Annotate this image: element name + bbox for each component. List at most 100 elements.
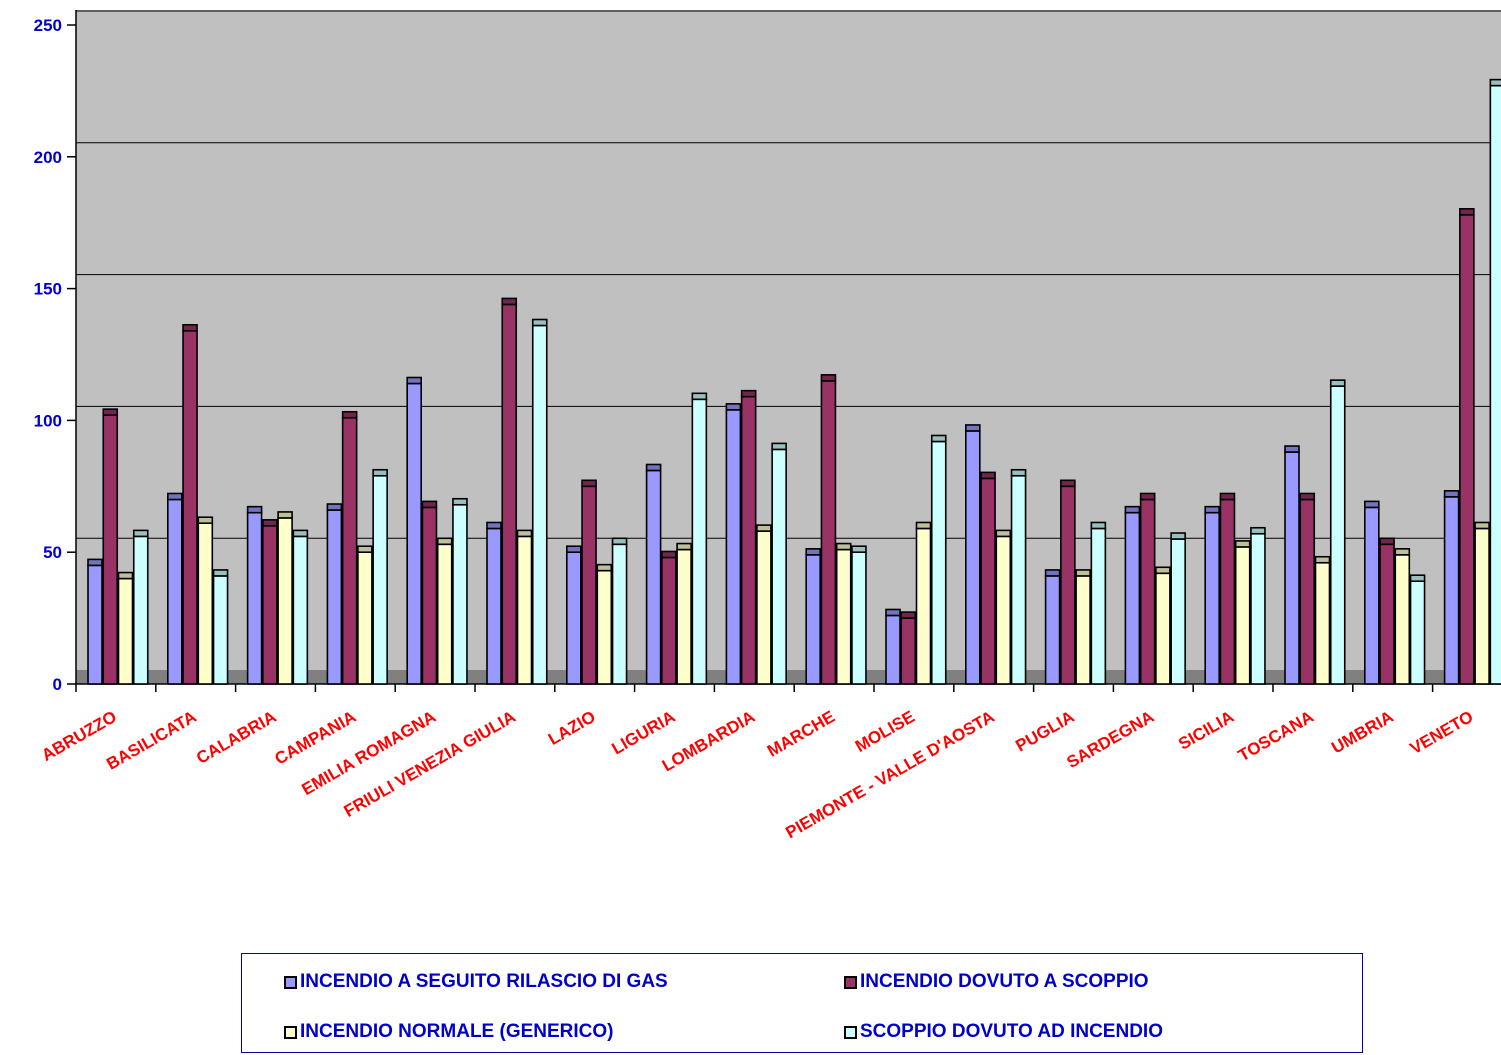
bar-13-0 xyxy=(1124,505,1141,685)
bar-3-0 xyxy=(326,503,343,685)
bar-0-3 xyxy=(132,529,149,685)
bar-top-13-0 xyxy=(1124,505,1141,514)
bar-5-3 xyxy=(531,318,548,685)
bar-front-8-0 xyxy=(725,409,742,685)
bar-chart: 0 50 100 150 200 250 ABRUZZOBASILICATACALABRI… xyxy=(34,10,1501,842)
bars xyxy=(87,78,1501,685)
bar-front-6-3 xyxy=(611,543,628,685)
bar-top-2-2 xyxy=(277,511,293,519)
bar-front-3-2 xyxy=(357,551,373,685)
bar-front-3-0 xyxy=(326,509,343,685)
bar-front-11-0 xyxy=(964,430,981,685)
bar-2-1 xyxy=(262,519,278,685)
bar-3-2 xyxy=(357,545,373,685)
bar-front-2-0 xyxy=(246,511,263,685)
bar-front-17-3 xyxy=(1489,84,1501,685)
bar-top-16-2 xyxy=(1394,548,1411,556)
bar-top-8-2 xyxy=(756,524,772,532)
bar-top-0-0 xyxy=(87,558,103,567)
bar-front-6-1 xyxy=(581,485,597,685)
bar-top-6-1 xyxy=(581,479,597,488)
bar-top-10-0 xyxy=(885,608,901,617)
x-axis xyxy=(75,683,1501,692)
bar-top-9-1 xyxy=(820,374,837,382)
bar-front-11-1 xyxy=(980,477,996,685)
bar-front-13-0 xyxy=(1124,511,1141,685)
bar-4-2 xyxy=(436,537,453,685)
bar-front-4-3 xyxy=(452,503,468,685)
x-tick-label-7: LIGURIA xyxy=(608,707,678,758)
bar-15-0 xyxy=(1284,445,1300,685)
bar-front-9-3 xyxy=(851,551,867,685)
legend-swatch-normale xyxy=(284,1025,297,1039)
bar-top-8-1 xyxy=(740,389,757,398)
bar-front-1-3 xyxy=(212,575,229,685)
bar-top-15-2 xyxy=(1314,555,1331,564)
bar-10-0 xyxy=(885,608,901,685)
bar-top-13-3 xyxy=(1170,532,1186,540)
bar-6-2 xyxy=(596,563,613,685)
bar-14-2 xyxy=(1234,540,1251,685)
bar-top-11-1 xyxy=(980,471,996,480)
bar-top-7-0 xyxy=(645,463,662,472)
bar-top-12-0 xyxy=(1044,569,1061,577)
bar-top-5-2 xyxy=(516,529,533,538)
bar-front-16-0 xyxy=(1364,506,1380,685)
bar-top-5-3 xyxy=(531,318,548,327)
bar-front-0-0 xyxy=(87,564,103,685)
bar-top-4-2 xyxy=(436,537,453,546)
bar-14-1 xyxy=(1219,492,1236,685)
bar-top-7-3 xyxy=(691,392,708,401)
x-tick-label-4: EMILIA ROMAGNA xyxy=(298,707,439,799)
bar-top-13-2 xyxy=(1155,566,1171,575)
bar-front-14-1 xyxy=(1219,498,1236,685)
bar-7-3 xyxy=(691,392,708,685)
legend-label-scoppio: INCENDIO DOVUTO A SCOPPIO xyxy=(860,971,1149,992)
bar-top-10-1 xyxy=(900,611,917,619)
bar-top-9-2 xyxy=(835,542,852,551)
bar-front-11-3 xyxy=(1010,474,1027,685)
legend-item-scoppio-incendio: SCOPPIO DOVUTO AD INCENDIO xyxy=(844,1021,1163,1043)
legend-item-gas: INCENDIO A SEGUITO RILASCIO DI GAS xyxy=(284,971,668,993)
bar-11-1 xyxy=(980,471,996,685)
x-tick-label-9: MARCHE xyxy=(764,707,838,761)
bar-10-3 xyxy=(930,434,947,685)
bar-front-17-1 xyxy=(1459,213,1475,685)
bar-front-5-3 xyxy=(531,324,548,685)
bar-5-2 xyxy=(516,529,533,685)
bar-1-3 xyxy=(212,569,229,685)
bar-top-14-1 xyxy=(1219,492,1236,501)
bar-16-3 xyxy=(1409,574,1426,685)
bar-front-12-0 xyxy=(1044,575,1061,685)
bar-6-1 xyxy=(581,479,597,685)
bar-top-5-0 xyxy=(486,521,502,530)
bar-4-0 xyxy=(406,376,423,685)
bar-top-15-3 xyxy=(1329,379,1346,387)
bar-top-3-3 xyxy=(372,468,388,477)
bar-front-10-1 xyxy=(900,617,917,685)
legend-label-gas: INCENDIO A SEGUITO RILASCIO DI GAS xyxy=(300,971,668,992)
bar-10-2 xyxy=(915,521,932,685)
bar-top-0-3 xyxy=(132,529,149,538)
bar-7-1 xyxy=(661,550,677,685)
bar-14-3 xyxy=(1250,526,1266,685)
bar-top-12-2 xyxy=(1075,569,1091,577)
bar-top-17-2 xyxy=(1474,521,1490,530)
bar-4-1 xyxy=(421,500,438,685)
bar-9-3 xyxy=(851,545,867,685)
bar-front-7-0 xyxy=(645,469,662,685)
bar-front-1-1 xyxy=(182,329,198,685)
bar-2-3 xyxy=(292,529,309,685)
x-tick-label-6: LAZIO xyxy=(545,707,599,749)
bar-top-16-1 xyxy=(1379,537,1395,546)
legend: INCENDIO A SEGUITO RILASCIO DI GAS INCEN… xyxy=(241,953,1363,1053)
bar-front-7-2 xyxy=(676,548,692,685)
bar-front-1-2 xyxy=(197,522,214,685)
bar-3-3 xyxy=(372,468,388,685)
bar-5-0 xyxy=(486,521,502,685)
bar-14-0 xyxy=(1204,505,1220,685)
x-tick-label-12: PUGLIA xyxy=(1012,707,1077,756)
bar-17-1 xyxy=(1459,207,1475,685)
bar-front-7-1 xyxy=(661,556,677,685)
bar-12-3 xyxy=(1090,521,1107,685)
